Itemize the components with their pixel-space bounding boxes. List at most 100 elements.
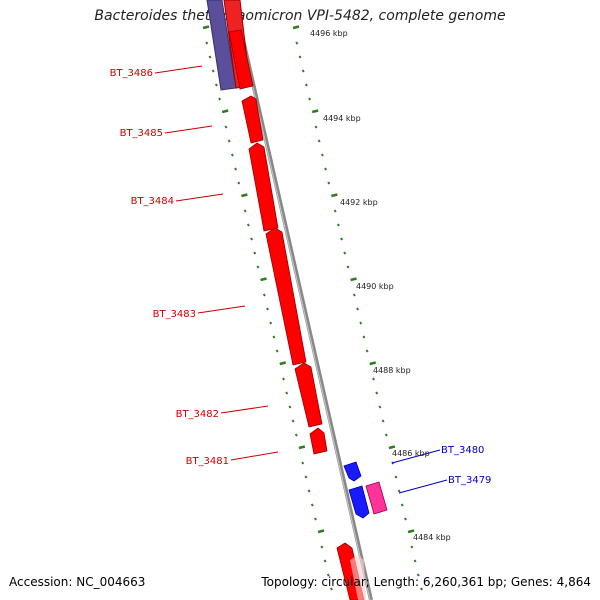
- tick-track-left-tick: [279, 361, 287, 366]
- tick-tracks: [202, 25, 423, 591]
- gene-label-bt-3485[interactable]: BT_3485: [120, 128, 163, 139]
- genome-backbone-highlight: [232, 0, 371, 600]
- gene-bt-3486[interactable]: [228, 29, 254, 90]
- tick-track-right-tick: [301, 69, 305, 73]
- tick-track-left-tick: [221, 109, 229, 114]
- tick-track-right-tick: [394, 475, 398, 479]
- tick-track-left-tick: [227, 139, 231, 143]
- tick-track-right-tick: [375, 391, 379, 395]
- tick-track-right-tick: [320, 153, 324, 157]
- tick-track-right-tick: [388, 445, 396, 450]
- tick-track-left-tick: [243, 209, 247, 213]
- tick-track-right-tick: [362, 335, 366, 339]
- tick-track-left-tick: [326, 573, 330, 577]
- tick-track-right-tick: [356, 307, 359, 311]
- gene-bottom-forward[interactable]: [336, 542, 366, 600]
- tick-track-right-tick: [359, 321, 363, 325]
- tick-track-left-tick: [330, 587, 333, 591]
- gene-label-bt-3484[interactable]: BT_3484: [131, 196, 174, 207]
- tick-track-left-tick: [237, 181, 241, 185]
- tick-track-right-tick: [352, 293, 356, 297]
- scale-tick-4486: 4486 kbp: [392, 449, 430, 458]
- tick-track-left-tick: [275, 349, 279, 353]
- tick-track-left-tick: [202, 25, 210, 30]
- tick-track-left-tick: [208, 55, 212, 59]
- tick-track-right-tick: [365, 349, 369, 353]
- tick-track-right-tick: [324, 167, 328, 171]
- tick-track-left-tick: [224, 125, 228, 129]
- gene-bt-3482[interactable]: [294, 362, 323, 428]
- tick-track-right-tick: [381, 419, 385, 423]
- tick-track-left-tick: [282, 377, 285, 381]
- tick-track-right-tick: [304, 83, 308, 87]
- tick-track-left-tick: [285, 391, 289, 395]
- tick-track-right-tick: [369, 361, 377, 366]
- gene-bt-3480[interactable]: [343, 461, 362, 482]
- tick-track-right-tick: [327, 181, 331, 185]
- genome-backbone: [232, 0, 373, 600]
- tick-track-left-tick: [250, 237, 254, 241]
- scale-tick-4492: 4492 kbp: [340, 198, 378, 207]
- tick-track-right-tick: [308, 97, 312, 101]
- tick-track-left-tick: [317, 529, 325, 534]
- tick-track-right-tick: [384, 433, 388, 437]
- tick-track-left-tick: [260, 277, 267, 282]
- gene-label-bt-3480[interactable]: BT_3480: [441, 445, 484, 456]
- tick-track-right-tick: [298, 55, 302, 59]
- tick-track-right-tick: [295, 41, 299, 45]
- gene-bt-3483[interactable]: [265, 227, 307, 366]
- tick-track-right-tick: [292, 25, 300, 30]
- gene-bt-3481[interactable]: [309, 427, 328, 455]
- tick-track-left-tick: [246, 223, 250, 227]
- topology-text: Topology: circular; Length: 6,260,361 bp…: [261, 575, 591, 589]
- tick-track-right-tick: [420, 587, 423, 591]
- tick-track-left-tick: [218, 97, 222, 101]
- gene-bt-3485[interactable]: [241, 95, 264, 144]
- tick-track-left-tick: [310, 503, 314, 507]
- tick-track-left-tick: [211, 69, 215, 73]
- tick-track-left-tick: [256, 265, 260, 269]
- tick-track-left-tick: [320, 545, 324, 549]
- tick-track-right-tick: [317, 139, 321, 143]
- scale-tick-4494: 4494 kbp: [323, 114, 361, 123]
- gene-label-bt-3479[interactable]: BT_3479: [448, 475, 491, 486]
- gene-label-bt-3486[interactable]: BT_3486: [110, 68, 153, 79]
- tick-track-left-tick: [294, 433, 298, 437]
- tick-track-right-tick: [314, 125, 318, 129]
- tick-track-left-tick: [230, 153, 234, 157]
- gene-bt-3484[interactable]: [248, 142, 279, 232]
- tick-track-right-tick: [333, 209, 337, 213]
- tick-track-left-tick: [269, 321, 273, 325]
- tick-track-right-tick: [331, 193, 338, 198]
- tick-track-left-tick: [323, 559, 327, 563]
- genome-title: Bacteroides thetaiotaomicron VPI-5482, c…: [94, 8, 506, 24]
- tick-track-left-tick: [214, 83, 218, 87]
- tick-track-left-tick: [234, 167, 238, 171]
- tick-track-left-tick: [314, 517, 317, 521]
- tick-track-right-tick: [350, 277, 357, 282]
- tick-track-left-tick: [291, 419, 295, 423]
- tick-track-right-tick: [343, 251, 347, 255]
- tick-track-right-tick: [340, 237, 344, 241]
- tick-track-right-tick: [372, 377, 375, 381]
- scale-tick-4496: 4496 kbp: [310, 29, 348, 38]
- rna-gene[interactable]: [365, 481, 388, 515]
- tick-track-right-tick: [397, 489, 401, 493]
- tick-track-left-tick: [262, 293, 266, 297]
- scale-tick-4490: 4490 kbp: [356, 282, 394, 291]
- gene-label-bt-3483[interactable]: BT_3483: [153, 309, 196, 320]
- tick-track-right-tick: [378, 405, 382, 409]
- gene-bt-3479[interactable]: [348, 485, 370, 519]
- tick-track-left-tick: [298, 445, 306, 450]
- gene-label-bt-3481[interactable]: BT_3481: [186, 456, 229, 467]
- tick-track-right-tick: [404, 517, 407, 521]
- tick-track-right-tick: [410, 545, 414, 549]
- label-leaders: [154, 65, 448, 494]
- tick-track-right-tick: [400, 503, 404, 507]
- tick-track-right-tick: [407, 529, 415, 534]
- gene-label-bt-3482[interactable]: BT_3482: [176, 409, 219, 420]
- tick-track-right-tick: [311, 109, 319, 114]
- tick-track-left-tick: [304, 475, 308, 479]
- tick-track-left-tick: [301, 461, 305, 465]
